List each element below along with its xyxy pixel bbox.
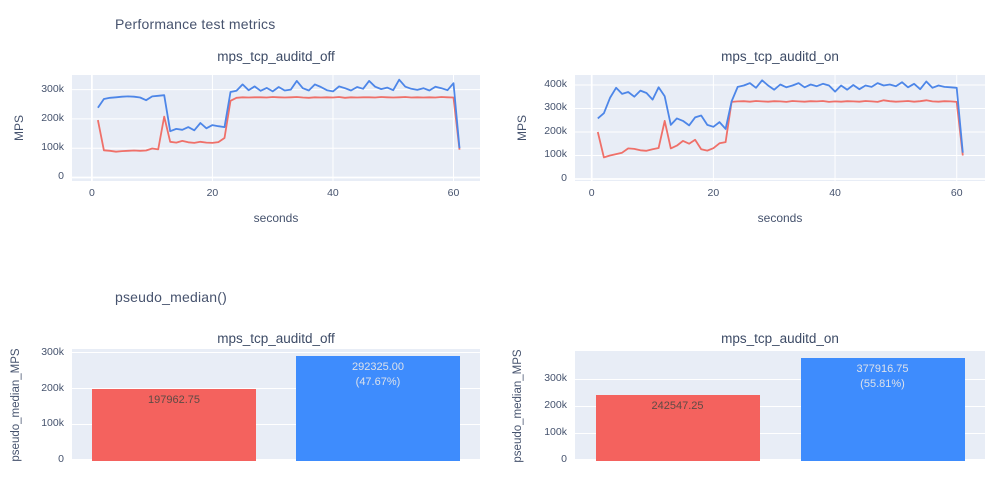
plot-area[interactable] <box>72 75 480 181</box>
chart-title: mps_tcp_auditd_off <box>217 331 335 346</box>
line-series-canvas <box>72 75 480 181</box>
bar-red[interactable]: 242547.25 <box>595 394 760 461</box>
line-series-red <box>596 99 964 159</box>
y-tick-label: 100k <box>41 417 64 430</box>
gridline <box>575 405 985 407</box>
y-tick-label: 0 <box>58 170 64 183</box>
y-tick-label: 300k <box>41 345 64 358</box>
figure-bar-auditd-off: mps_tcp_auditd_off pseudo_median_MPS 197… <box>0 310 500 498</box>
y-tick-label: 100k <box>41 141 64 154</box>
y-tick-label: 200k <box>41 381 64 394</box>
y-tick-label: 0 <box>58 452 64 465</box>
section-title-performance: Performance test metrics <box>115 16 276 32</box>
y-tick-label: 300k <box>544 101 567 114</box>
y-tick-label: 200k <box>544 124 567 137</box>
y-tick-label: 400k <box>544 77 567 90</box>
gridline <box>575 432 985 434</box>
y-tick-label: 0 <box>561 172 567 184</box>
x-tick-label: 0 <box>88 187 95 199</box>
y-tick-label: 0 <box>561 453 567 465</box>
chart-title: mps_tcp_auditd_on <box>721 49 839 64</box>
line-series-canvas <box>575 75 985 181</box>
x-axis-label: seconds <box>253 211 299 225</box>
y-tick-label: 100k <box>544 148 567 161</box>
bar-pct-label: (55.81%) <box>860 378 905 391</box>
gridline <box>575 459 985 461</box>
chart-title: mps_tcp_auditd_off <box>217 49 335 64</box>
bar-value-label: 292325.00 (47.67%) <box>296 356 459 390</box>
section-title-pseudo-median: pseudo_median() <box>115 289 227 305</box>
gridline <box>72 352 480 354</box>
x-tick-label: 0 <box>588 187 595 199</box>
chart-title: mps_tcp_auditd_on <box>721 331 839 346</box>
gridline <box>575 378 985 380</box>
gridline <box>72 388 480 390</box>
figure-bar-auditd-on: mps_tcp_auditd_on pseudo_median_MPS 2425… <box>503 310 1000 498</box>
x-tick-label: 60 <box>950 187 963 199</box>
bar-pct-label: (47.67%) <box>355 375 401 388</box>
y-axis-label: pseudo_median_MPS <box>10 348 22 462</box>
bar-value-label: 377916.75 (55.81%) <box>801 358 965 392</box>
bar-blue[interactable]: 292325.00 (47.67%) <box>296 355 460 461</box>
plot-area[interactable] <box>575 75 985 181</box>
y-tick-label: 100k <box>544 426 567 439</box>
x-tick-label: 60 <box>447 187 460 199</box>
plot-area[interactable]: 197962.75 292325.00 (47.67%) <box>72 349 480 461</box>
bar-value-label: 197962.75 <box>147 394 200 407</box>
line-series-red <box>97 96 461 153</box>
x-tick-label: 40 <box>327 187 339 199</box>
figure-line-auditd-on: mps_tcp_auditd_on MPS seconds 0 100k 200k 3… <box>503 40 1000 240</box>
x-tick-label: 20 <box>206 187 219 199</box>
gridline <box>72 423 480 425</box>
y-tick-label: 300k <box>544 372 567 385</box>
plot-area[interactable]: 242547.25 377916.75 (55.81%) <box>575 351 985 461</box>
y-tick-label: 200k <box>41 111 64 124</box>
bar-value-label: 242547.25 <box>651 399 704 412</box>
line-series-blue <box>97 78 461 149</box>
x-tick-label: 40 <box>829 187 841 199</box>
y-tick-label: 200k <box>544 399 567 412</box>
bar-red[interactable]: 197962.75 <box>92 389 256 461</box>
figure-line-auditd-off: mps_tcp_auditd_off MPS seconds 0 100k 200k… <box>0 40 500 240</box>
line-series-blue <box>597 79 964 153</box>
x-tick-label: 20 <box>707 187 720 199</box>
x-axis-label: seconds <box>757 211 803 225</box>
y-tick-label: 300k <box>41 82 64 95</box>
gridline <box>72 458 480 461</box>
bar-blue[interactable]: 377916.75 (55.81%) <box>800 358 965 461</box>
